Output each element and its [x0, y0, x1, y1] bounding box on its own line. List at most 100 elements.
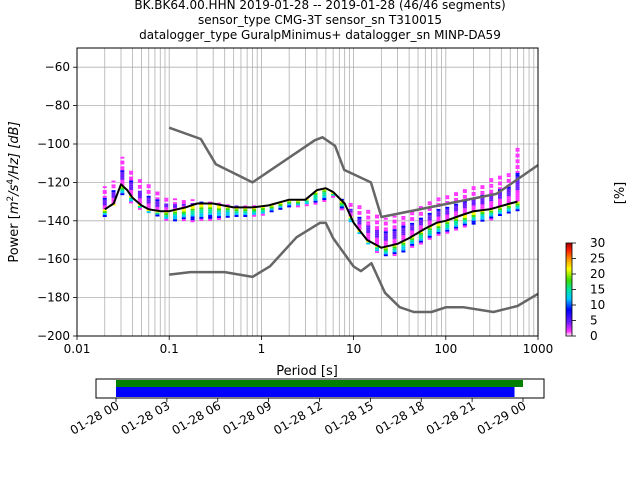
- ppsd-cell: [366, 234, 371, 237]
- ppsd-cell: [120, 166, 125, 169]
- ppsd-cell: [375, 216, 380, 219]
- ppsd-cell: [454, 213, 459, 216]
- ppsd-cell: [102, 211, 107, 214]
- ppsd-cell: [489, 201, 494, 204]
- ppsd-cell: [392, 254, 397, 257]
- ppsd-cell: [339, 206, 344, 209]
- ppsd-cell: [304, 202, 309, 205]
- ppsd-cell: [164, 215, 169, 217]
- ppsd-cell: [401, 250, 406, 253]
- ppsd-cell: [462, 191, 467, 193]
- ppsd-cell: [155, 212, 160, 215]
- ppsd-cell: [401, 244, 406, 247]
- ppsd-cell: [375, 239, 380, 242]
- chart-title-line-3: datalogger_type GuralpMinimus+ datalogge…: [139, 28, 501, 42]
- ppsd-cell: [506, 180, 511, 183]
- ppsd-cell: [392, 233, 397, 235]
- ppsd-cell: [216, 214, 221, 217]
- ppsd-cell: [357, 207, 362, 210]
- ppsd-cell: [506, 190, 511, 193]
- ppsd-cell: [287, 205, 292, 208]
- ppsd-cell: [480, 190, 485, 193]
- ppsd-cell: [480, 192, 485, 195]
- ppsd-cell: [515, 172, 520, 175]
- ppsd-cell: [137, 198, 142, 201]
- ppsd-cell: [392, 221, 397, 224]
- ppsd-cell: [471, 216, 476, 219]
- ppsd-cell: [216, 216, 221, 219]
- ppsd-cell: [295, 203, 300, 206]
- ppsd-cell: [410, 213, 415, 216]
- ppsd-cell: [181, 213, 186, 216]
- ppsd-cell: [462, 221, 467, 224]
- ppsd-cell: [322, 196, 327, 199]
- ppsd-cell: [383, 238, 388, 241]
- ppsd-cell: [102, 199, 107, 202]
- ppsd-cell: [366, 232, 371, 235]
- ppsd-cell: [313, 193, 318, 196]
- ppsd-cell: [225, 215, 230, 218]
- ppsd-cell: [515, 161, 520, 164]
- ppsd-cell: [515, 182, 520, 185]
- ppsd-cell: [427, 228, 432, 231]
- x-axis-label: Period [s]: [276, 364, 338, 379]
- ppsd-cell: [462, 206, 467, 209]
- ppsd-cell: [436, 208, 441, 211]
- ppsd-cell: [243, 215, 248, 217]
- ppsd-cell: [102, 195, 107, 198]
- ppsd-cell: [515, 155, 520, 158]
- ppsd-cell: [497, 200, 502, 203]
- ppsd-cell: [120, 187, 125, 190]
- ppsd-cell: [375, 214, 380, 217]
- ppsd-cell: [427, 235, 432, 238]
- ppsd-cell: [410, 238, 415, 241]
- ppsd-cell: [173, 202, 178, 205]
- ppsd-cell: [322, 194, 327, 197]
- ppsd-cell: [392, 252, 397, 255]
- ppsd-cell: [383, 231, 388, 234]
- ppsd-cell: [454, 203, 459, 206]
- ppsd-cell: [137, 181, 142, 183]
- ppsd-cell: [322, 200, 327, 202]
- ppsd-cell: [427, 209, 432, 211]
- ppsd-cell: [489, 203, 494, 206]
- x-tick-label: 1: [258, 342, 266, 356]
- ppsd-cell: [401, 215, 406, 218]
- ppsd-cell: [410, 242, 415, 244]
- ppsd-cell: [436, 231, 441, 234]
- ppsd-cell: [454, 197, 459, 200]
- ppsd-cell: [383, 221, 388, 224]
- ppsd-cell: [287, 201, 292, 204]
- ppsd-cell: [146, 190, 151, 192]
- ppsd-cell: [506, 207, 511, 210]
- ppsd-cell: [155, 201, 160, 204]
- ppsd-cell: [348, 210, 353, 213]
- ppsd-cell: [471, 213, 476, 216]
- ppsd-cell: [129, 201, 134, 204]
- ppsd-cell: [410, 228, 415, 231]
- ppsd-cell: [410, 224, 415, 227]
- ppsd-cell: [497, 177, 502, 180]
- time-tick-label: 01-28 21: [424, 398, 478, 437]
- ppsd-cell: [445, 229, 450, 232]
- ppsd-cell: [357, 218, 362, 221]
- ppsd-cell: [410, 217, 415, 220]
- ppsd-cell: [418, 217, 423, 220]
- ppsd-cell: [383, 235, 388, 238]
- ppsd-cell: [515, 203, 520, 206]
- ppsd-cell: [454, 228, 459, 231]
- ppsd-cell: [515, 176, 520, 179]
- ppsd-cell: [287, 203, 292, 206]
- ppsd-cell: [146, 195, 151, 198]
- ppsd-cell: [190, 208, 195, 211]
- ppsd-cell: [454, 220, 459, 223]
- ppsd-cell: [120, 160, 125, 163]
- ppsd-cell: [129, 199, 134, 202]
- ppsd-cell: [383, 229, 388, 232]
- y-tick-label: −60: [45, 60, 70, 74]
- ppsd-cell: [471, 203, 476, 206]
- ppsd-cell: [480, 215, 485, 218]
- ppsd-cell: [454, 219, 459, 221]
- ppsd-cell: [392, 225, 397, 228]
